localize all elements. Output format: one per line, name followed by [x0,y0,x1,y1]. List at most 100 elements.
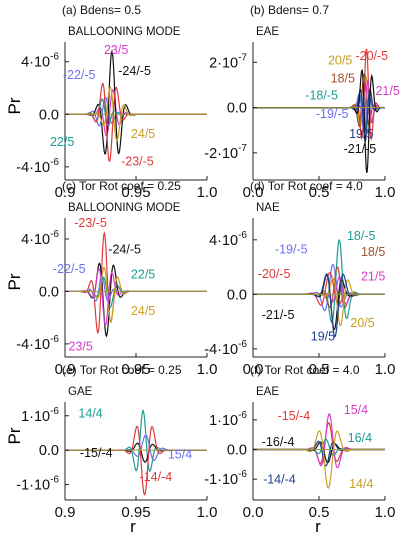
series-annotation-f-3: -16/-4 [262,435,295,449]
y-axis-label-row3: Pr [5,427,24,444]
x-tick-label-f-2: 1.0 [375,504,396,521]
series-annotation-b-4: -18/-5 [305,89,338,103]
panel-a: (a) Bdens= 0.5 BALLOONING MODE 0.9 0.95 1.0 4… [16,3,217,201]
series-annotation-b-6: 19/5 [349,127,373,141]
x-tick-label-b-0: 0.0 [243,184,264,201]
series-annotation-f-0: -15/-4 [278,409,311,423]
x-tick-label-a-2: 1.0 [197,184,218,201]
series-annotation-d-4: 21/5 [361,270,385,284]
series-annotation-c-4: 24/5 [131,304,155,318]
series-annotation-a-5: -23/-5 [121,155,154,169]
series-annotation-d-1: -19/-5 [275,242,308,256]
series-annotation-d-2: 18/5 [361,245,385,259]
y-tick-label-b-1: 0.0 [227,101,247,117]
x-tick-label-c-0: 0.9 [55,361,76,378]
y-tick-label-e-0: 1·10-6 [21,406,59,425]
x-axis-label-left: r [130,517,136,536]
y-axis-label-row1: Pr [5,97,24,114]
series-annotation-b-2: 18/5 [331,72,355,86]
series-annotation-a-2: -24/-5 [118,64,151,78]
x-axis-label-right: r [315,517,321,536]
x-tick-label-b-2: 1.0 [375,184,396,201]
y-tick-label-b-0: 2·10-7 [209,52,247,71]
x-tick-label-f-1: 0.5 [309,504,330,521]
panel-header-d: (d) Tor Rot coef = 4.0 [250,179,363,193]
x-tick-label-e-0: 0.9 [55,504,76,521]
panel-header-b: (b) Bdens= 0.7 [250,3,329,17]
mode-label-c: BALLOONING MODE [68,202,181,214]
y-tick-label-f-1: 0.0 [227,443,247,459]
series-annotation-f-5: 14/4 [349,477,373,491]
x-tick-label-a-0: 0.9 [55,184,76,201]
x-tick-label-f-0: 0.0 [243,504,264,521]
y-tick-label-a-0: 4·10-6 [21,52,59,71]
panel-f: (f) Tor Rot coef = 4.0 EAE 0.0 0.5 1.0 1·10-6… [204,363,395,521]
series-annotation-f-1: 15/4 [344,403,368,417]
panel-e: (e) Tor Rot coef = 0.25 GAE 0.9 0.95 1.0 1·10… [16,363,217,521]
series-annotation-e-3: -14/-4 [140,470,173,484]
series-annotation-d-5: -21/-5 [262,308,295,322]
y-tick-label-d-2: -4·10-6 [204,339,247,358]
series-annotation-d-7: 19/5 [311,330,335,344]
panel-b: (b) Bdens= 0.7 EAE 0.0 0.5 1.0 2·10-7 0.0 -2·10… [204,3,400,201]
series-annotation-b-1: -20/-5 [355,49,388,63]
y-tick-label-b-2: -2·10-7 [204,143,247,162]
series-annotation-e-0: 14/4 [78,406,102,420]
series-annotation-b-3: 21/5 [375,84,399,98]
y-tick-label-f-2: -1·10-6 [204,469,247,488]
series-annotation-f-4: -14/-4 [263,473,296,487]
x-tick-label-d-2: 1.0 [375,361,396,378]
mode-label-e: GAE [68,386,93,398]
series-annotation-c-5: 23/5 [68,339,92,353]
y-tick-label-e-2: -1·10-6 [16,475,59,494]
panel-header-f: (f) Tor Rot coef = 4.0 [250,363,360,377]
mode-label-a: BALLOONING MODE [68,26,181,38]
y-tick-label-c-0: 4·10-6 [21,229,59,248]
series-annotation-c-3: 22/5 [131,267,155,281]
series-annotation-e-1: -15/-4 [80,446,113,460]
series-line-a-5 [65,82,207,163]
series-annotation-a-1: -22/-5 [63,68,96,82]
series-annotation-a-0: 23/5 [104,43,128,57]
mode-label-b: EAE [256,26,279,38]
series-annotation-d-0: 18/-5 [347,229,376,243]
x-tick-label-b-1: 0.5 [309,184,330,201]
series-annotation-f-2: 16/4 [348,431,372,445]
y-tick-label-e-1: 0.0 [39,443,59,459]
series-annotation-c-0: -23/-5 [74,216,107,230]
mode-label-d: NAE [256,202,280,214]
series-annotation-a-4: 24/5 [131,127,155,141]
x-tick-label-a-1: 0.95 [121,184,150,201]
x-tick-label-e-1: 0.95 [121,504,150,521]
y-tick-label-c-2: -4·10-6 [16,334,59,353]
panel-header-e: (e) Tor Rot coef = 0.25 [62,363,182,377]
mode-label-f: EAE [256,386,279,398]
series-line-a-3 [65,97,207,127]
x-tick-label-d-0: 0.0 [243,361,264,378]
y-tick-label-c-1: 0.0 [39,284,59,300]
series-annotation-b-7: -21/-5 [344,142,377,156]
series-annotation-c-1: -24/-5 [108,242,141,256]
x-tick-label-d-1: 0.5 [309,361,330,378]
panel-header-a: (a) Bdens= 0.5 [62,3,141,17]
series-annotation-d-6: 20/5 [350,316,374,330]
series-line-a-1 [65,96,207,127]
series-annotation-d-3: -20/-5 [258,267,291,281]
panel-header-c: (c) Tor Rot coef = 0.25 [62,179,181,193]
series-annotation-a-3: 22/5 [50,135,74,149]
series-annotation-c-2: -22/-5 [53,262,86,276]
series-annotation-b-5: -19/-5 [316,107,349,121]
x-tick-label-c-1: 0.95 [121,361,150,378]
x-tick-label-e-2: 1.0 [197,504,218,521]
y-tick-label-d-0: 4·10-6 [209,230,247,249]
y-tick-label-a-2: -4·10-6 [16,157,59,176]
y-tick-label-f-0: 1·10-6 [209,410,247,429]
series-annotation-e-2: 15/4 [168,448,192,462]
x-tick-label-c-2: 1.0 [197,361,218,378]
y-tick-label-a-1: 0.0 [39,107,59,123]
series-annotation-b-0: 20/5 [328,54,352,68]
y-axis-label-row2: Pr [5,273,24,290]
